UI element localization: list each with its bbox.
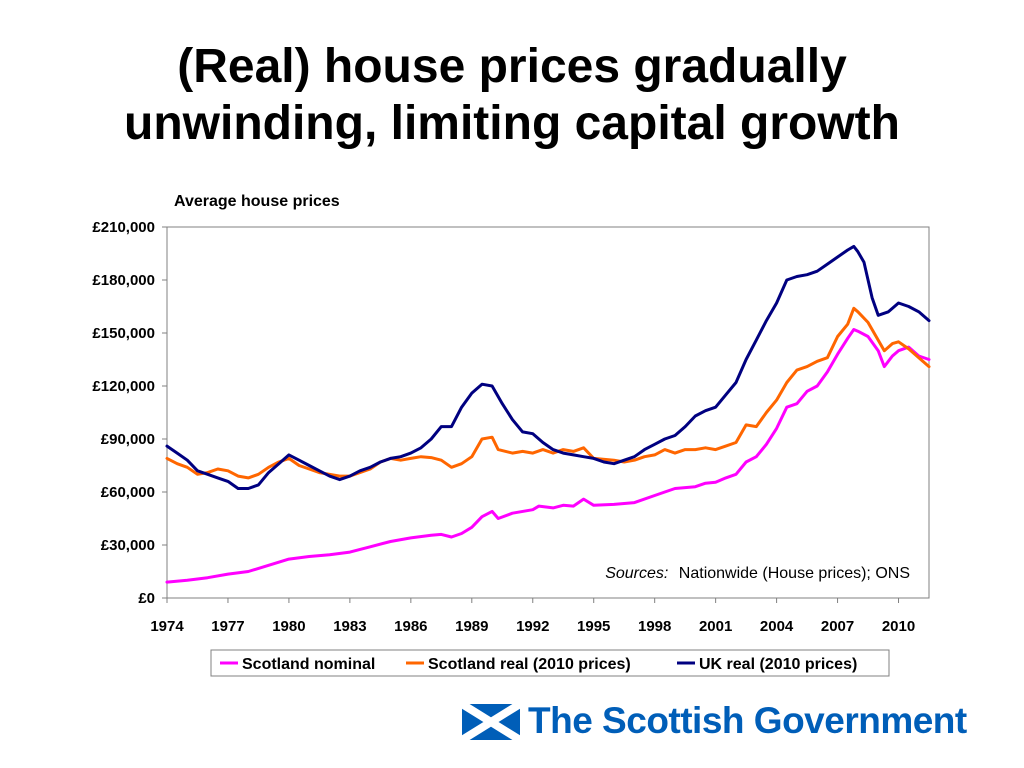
x-tick-label: 1986 [394, 618, 427, 635]
saltire-flag-icon [462, 704, 520, 740]
legend-label: Scotland nominal [242, 656, 375, 673]
sources-text: Nationwide (House prices); ONS [679, 565, 910, 582]
y-tick-label: £150,000 [92, 325, 155, 342]
x-tick-label: 1992 [516, 618, 549, 635]
series-group [165, 244, 931, 584]
x-tick-label: 2001 [699, 618, 732, 635]
y-tick-label: £60,000 [101, 484, 155, 501]
y-tick-label: £210,000 [92, 219, 155, 236]
series-line-3 [165, 244, 931, 490]
x-tick-label: 1974 [150, 618, 184, 635]
sources-label: Sources: [605, 565, 668, 582]
legend-label: Scotland real (2010 prices) [428, 656, 631, 673]
x-tick-label: 1995 [577, 618, 610, 635]
logo-text: The Scottish Government [528, 700, 967, 741]
legend-box [210, 649, 890, 677]
house-price-chart: Average house prices £0 £30,000 £60,000 £90… [92, 193, 931, 677]
y-tick-label: £180,000 [92, 272, 155, 289]
series-line-1 [165, 328, 931, 584]
slide-title-line2: unwinding, limiting capital growth [124, 97, 900, 150]
y-tick-label: £120,000 [92, 378, 155, 395]
y-tick-label: £0 [138, 590, 155, 607]
x-tick-label: 2007 [821, 618, 854, 635]
sources-note: Sources: Nationwide (House prices); ONS [605, 565, 910, 582]
x-tick-label: 1977 [211, 618, 244, 635]
slide-title: (Real) house prices gradually unwinding,… [40, 38, 984, 152]
y-tick-label: £30,000 [101, 537, 155, 554]
legend: Scotland nominal Scotland real (2010 pric… [220, 656, 857, 673]
x-tick-label: 1980 [272, 618, 305, 635]
x-tick-label: 1998 [638, 618, 671, 635]
x-tick-label: 2010 [882, 618, 915, 635]
slide-title-line1: (Real) house prices gradually [177, 40, 847, 93]
y-tick-label: £90,000 [101, 431, 155, 448]
chart-heading: Average house prices [174, 193, 340, 210]
x-tick-label: 2004 [760, 618, 794, 635]
x-tick-label: 1989 [455, 618, 488, 635]
scottish-government-logo: The Scottish Government [462, 700, 992, 744]
x-tick-label: 1983 [333, 618, 366, 635]
plot-area [166, 226, 930, 599]
legend-label: UK real (2010 prices) [699, 656, 857, 673]
axes-group: £0 £30,000 £60,000 £90,000 £120,000 £150,000 £… [92, 219, 915, 635]
